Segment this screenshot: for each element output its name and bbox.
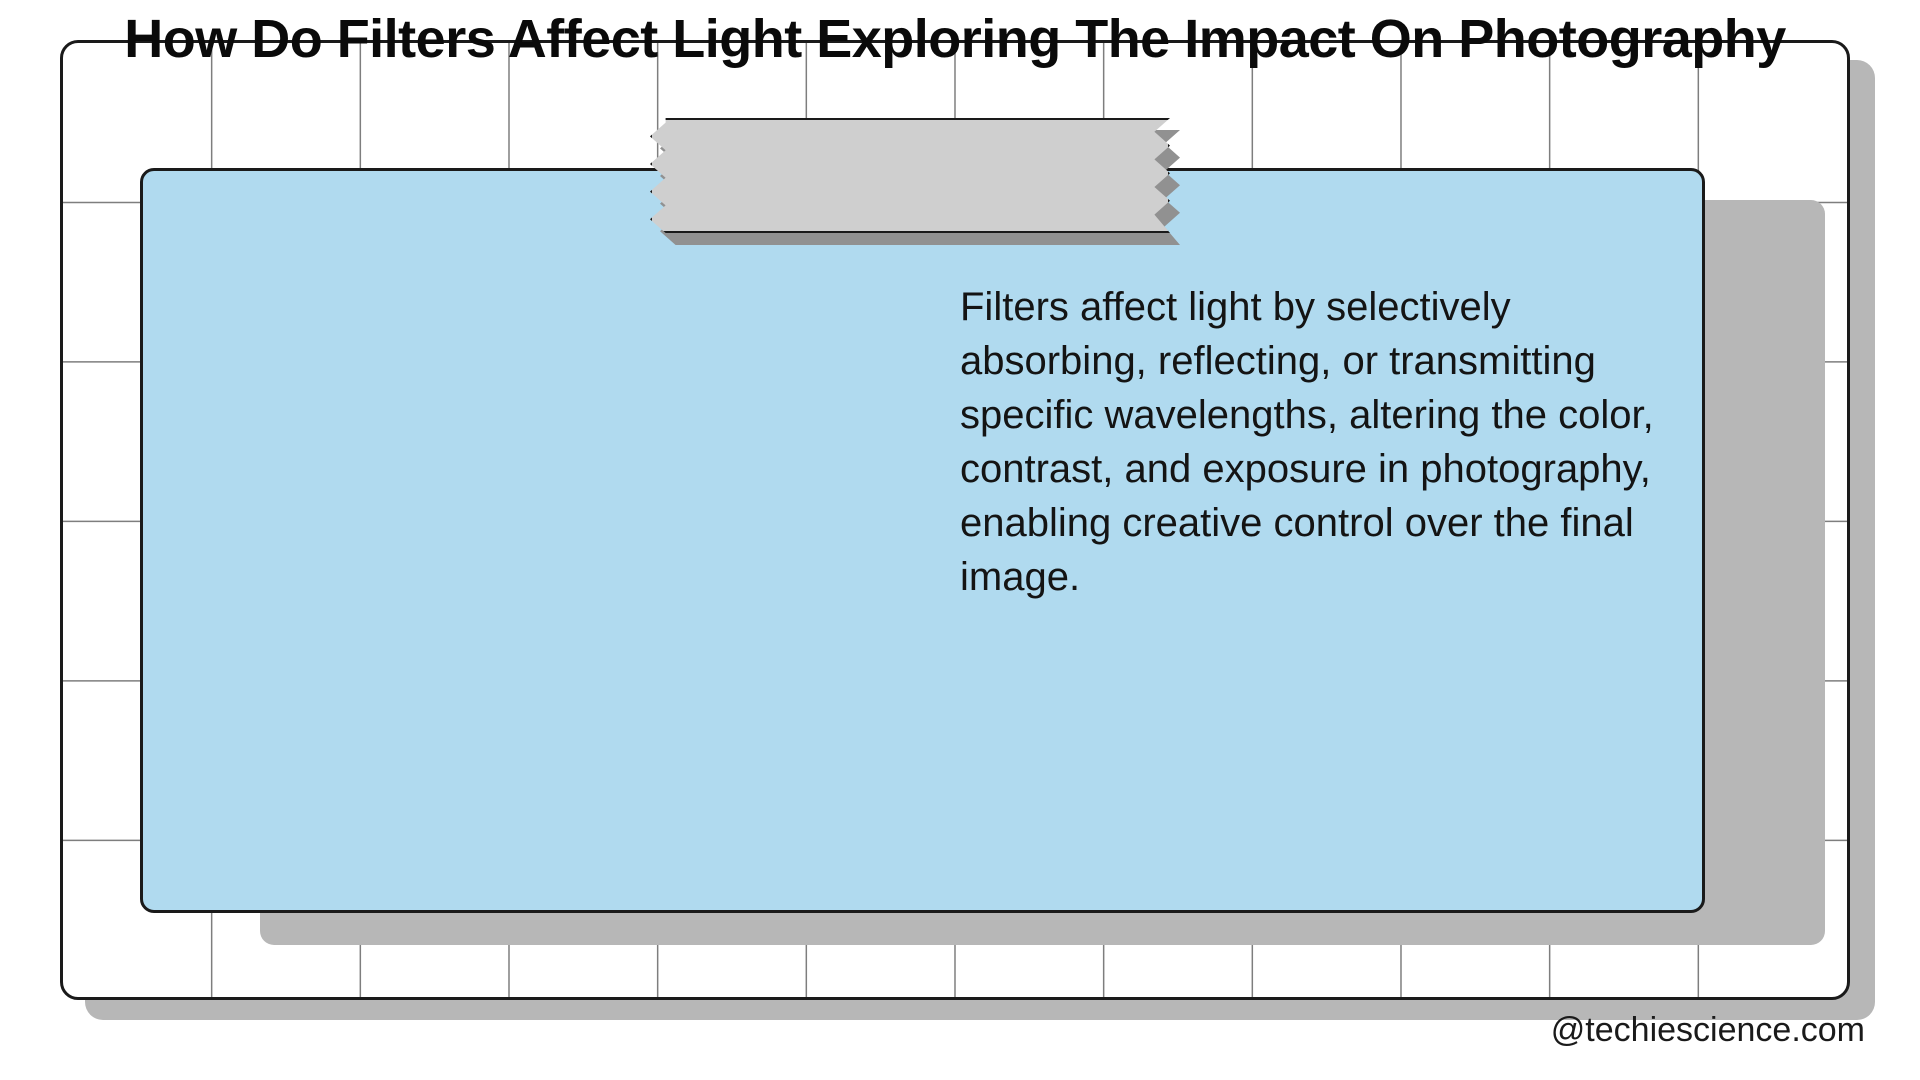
tape-icon [650, 118, 1170, 233]
body-text: Filters affect light by selectively abso… [960, 280, 1700, 604]
credit-text: @techiescience.com [1551, 1011, 1865, 1050]
page-title: How Do Filters Affect Light Exploring Th… [60, 10, 1850, 69]
